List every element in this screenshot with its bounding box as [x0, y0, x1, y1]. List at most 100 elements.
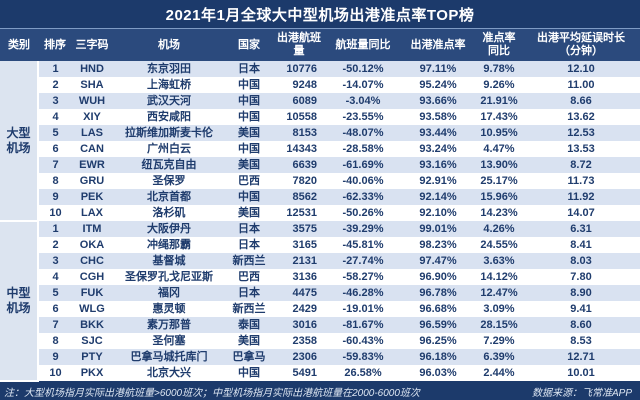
table-row: 7 BKK 素万那普 泰国 3016 -81.67% 96.59% 28.15% 8.60: [0, 317, 640, 333]
cell-flights-yoy: -60.43%: [326, 333, 400, 349]
table-row: 4 XIY 西安咸阳 中国 10558 -23.55% 93.58% 17.43% 13.62: [0, 109, 640, 125]
cell-airport: 冲绳那霸: [112, 237, 226, 253]
cell-country: 巴西: [226, 173, 272, 189]
cell-flights-yoy: -62.33%: [326, 189, 400, 205]
cell-flights: 10776: [272, 61, 326, 77]
cell-rank: 1: [38, 221, 72, 237]
table-row: 10 LAX 洛杉矶 美国 12531 -50.26% 92.10% 14.23% 14.07: [0, 205, 640, 221]
cell-flights-yoy: -14.07%: [326, 77, 400, 93]
cell-rate-yoy: 6.39%: [476, 349, 522, 365]
table-row: 4 CGH 圣保罗孔戈尼亚斯 巴西 3136 -58.27% 96.90% 14.12% 7.8…: [0, 269, 640, 285]
table-row: 6 CAN 广州白云 中国 14343 -28.58% 93.24% 4.47% 13.53: [0, 141, 640, 157]
cell-rank: 10: [38, 205, 72, 221]
cell-ontime-rate: 95.24%: [400, 77, 476, 93]
cell-airport: 纽瓦克自由: [112, 157, 226, 173]
cell-country: 泰国: [226, 317, 272, 333]
cell-avg-delay: 11.73: [522, 173, 640, 189]
cell-ontime-rate: 93.24%: [400, 141, 476, 157]
table-row: 6 WLG 惠灵顿 新西兰 2429 -19.01% 96.68% 3.09% 9.41: [0, 301, 640, 317]
cell-airport: 圣保罗: [112, 173, 226, 189]
cell-country: 中国: [226, 77, 272, 93]
cell-ontime-rate: 96.18%: [400, 349, 476, 365]
cell-iata: LAS: [72, 125, 112, 141]
cell-rank: 5: [38, 125, 72, 141]
footer-bar: 注：大型机场指月实际出港航班量>6000班次；中型机场指月实际出港航班量在200…: [0, 382, 640, 400]
cell-flights-yoy: -40.06%: [326, 173, 400, 189]
cell-avg-delay: 9.41: [522, 301, 640, 317]
cell-flights-yoy: -23.55%: [326, 109, 400, 125]
cell-flights: 8153: [272, 125, 326, 141]
cell-country: 中国: [226, 189, 272, 205]
cell-flights: 12531: [272, 205, 326, 221]
cell-rank: 9: [38, 349, 72, 365]
cell-rank: 5: [38, 285, 72, 301]
cell-flights: 2429: [272, 301, 326, 317]
cell-country: 新西兰: [226, 253, 272, 269]
cell-ontime-rate: 92.91%: [400, 173, 476, 189]
cell-airport: 武汉天河: [112, 93, 226, 109]
data-source: 数据来源：飞常准APP: [531, 387, 632, 399]
cell-airport: 北京大兴: [112, 365, 226, 381]
cell-rate-yoy: 28.15%: [476, 317, 522, 333]
cell-iata: CHC: [72, 253, 112, 269]
cell-iata: WLG: [72, 301, 112, 317]
cell-flights-yoy: -19.01%: [326, 301, 400, 317]
cell-iata: PEK: [72, 189, 112, 205]
cell-ontime-rate: 93.66%: [400, 93, 476, 109]
cell-rank: 8: [38, 173, 72, 189]
cell-flights-yoy: -50.26%: [326, 205, 400, 221]
cell-country: 中国: [226, 109, 272, 125]
col-header-ontime-rate: 出港准点率: [400, 29, 476, 61]
cell-flights: 6089: [272, 93, 326, 109]
category-cell: 大型 机场: [0, 61, 39, 222]
cell-avg-delay: 11.00: [522, 77, 640, 93]
cell-rank: 2: [38, 77, 72, 93]
cell-country: 中国: [226, 365, 272, 381]
cell-ontime-rate: 96.78%: [400, 285, 476, 301]
cell-flights-yoy: -3.04%: [326, 93, 400, 109]
col-header-airport: 机场: [112, 29, 226, 61]
cell-iata: PTY: [72, 349, 112, 365]
cell-ontime-rate: 96.59%: [400, 317, 476, 333]
col-header-rank: 排序: [38, 29, 72, 61]
cell-avg-delay: 8.53: [522, 333, 640, 349]
cell-rate-yoy: 4.26%: [476, 221, 522, 237]
header-row: 类别 排序 三字码 机场 国家 出港航班量 航班量同比 出港准点率 准点率 同比…: [0, 29, 640, 61]
col-header-category: 类别: [0, 29, 38, 61]
cell-rate-yoy: 21.91%: [476, 93, 522, 109]
cell-iata: BKK: [72, 317, 112, 333]
cell-ontime-rate: 93.44%: [400, 125, 476, 141]
cell-flights-yoy: -59.83%: [326, 349, 400, 365]
cell-avg-delay: 8.72: [522, 157, 640, 173]
cell-airport: 基督城: [112, 253, 226, 269]
cell-avg-delay: 7.80: [522, 269, 640, 285]
cell-rate-yoy: 13.90%: [476, 157, 522, 173]
cell-rate-yoy: 9.26%: [476, 77, 522, 93]
table-row: 2 SHA 上海虹桥 中国 9248 -14.07% 95.24% 9.26% 11.00: [0, 77, 640, 93]
cell-iata: GRU: [72, 173, 112, 189]
cell-flights-yoy: -46.28%: [326, 285, 400, 301]
table-row: 2 OKA 冲绳那霸 日本 3165 -45.81% 98.23% 24.55% 8.41: [0, 237, 640, 253]
cell-rank: 2: [38, 237, 72, 253]
cell-flights-yoy: -58.27%: [326, 269, 400, 285]
cell-rate-yoy: 3.09%: [476, 301, 522, 317]
cell-ontime-rate: 97.11%: [400, 61, 476, 77]
cell-airport: 上海虹桥: [112, 77, 226, 93]
cell-iata: CGH: [72, 269, 112, 285]
cell-flights: 14343: [272, 141, 326, 157]
cell-avg-delay: 10.01: [522, 365, 640, 381]
cell-flights-yoy: -28.58%: [326, 141, 400, 157]
table-row: 8 SJC 圣何塞 美国 2358 -60.43% 96.25% 7.29% 8.53: [0, 333, 640, 349]
cell-iata: XIY: [72, 109, 112, 125]
cell-country: 美国: [226, 205, 272, 221]
cell-iata: CAN: [72, 141, 112, 157]
cell-avg-delay: 8.03: [522, 253, 640, 269]
cell-avg-delay: 6.31: [522, 221, 640, 237]
cell-rate-yoy: 14.12%: [476, 269, 522, 285]
cell-iata: HND: [72, 61, 112, 77]
cell-flights: 2358: [272, 333, 326, 349]
col-header-flights: 出港航班量: [272, 29, 326, 61]
cell-avg-delay: 11.92: [522, 189, 640, 205]
cell-ontime-rate: 97.47%: [400, 253, 476, 269]
table-row: 5 FUK 福冈 日本 4475 -46.28% 96.78% 12.47% 8.90: [0, 285, 640, 301]
